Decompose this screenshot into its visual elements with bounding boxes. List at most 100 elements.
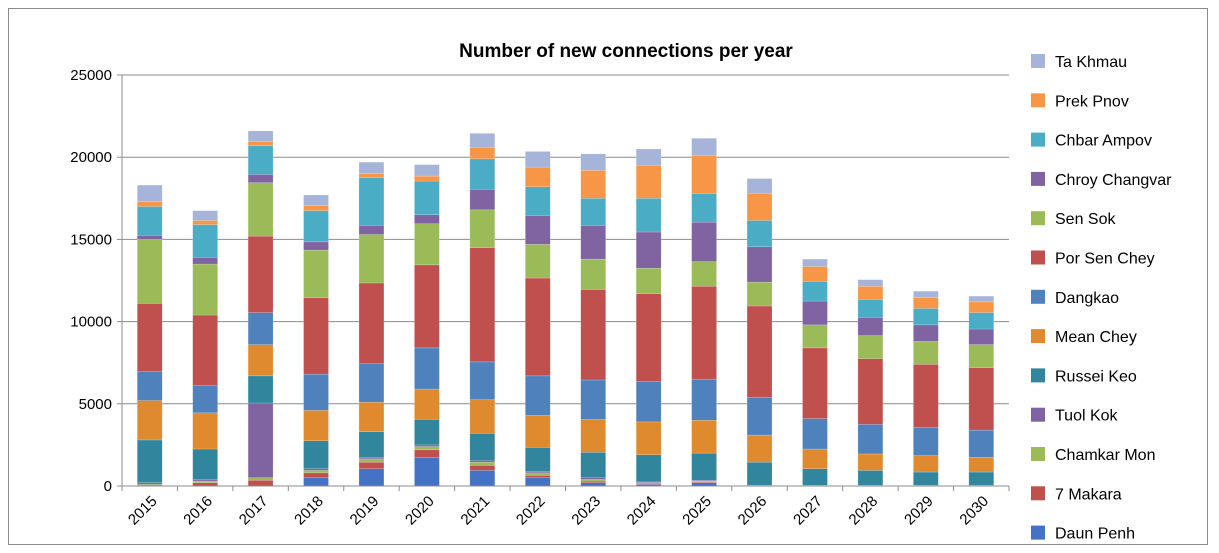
bar-segment [247, 235, 274, 313]
bar-segment [802, 266, 828, 282]
bar-segment [303, 440, 329, 469]
bar-segment [525, 475, 551, 479]
bar-segment [358, 363, 385, 403]
bar-segment [192, 210, 218, 221]
bar-segment [746, 434, 773, 463]
bar-segment [857, 317, 884, 336]
bar-segment [358, 468, 385, 487]
bar-segment [358, 431, 385, 458]
bar-segment [635, 198, 662, 233]
bar-segment [358, 177, 385, 226]
bar-segment [303, 373, 329, 411]
bar-segment [580, 198, 606, 226]
bar-segment [247, 402, 274, 479]
bar-segment [580, 153, 606, 171]
bar-segment [580, 225, 606, 260]
bar-segment [414, 175, 440, 182]
bar-segment [635, 381, 662, 423]
bar-segment [192, 257, 218, 265]
bar-segment [913, 364, 939, 428]
bar-segment [635, 293, 662, 382]
bar-segment [691, 138, 717, 156]
y-tick-label: 5000 [79, 396, 112, 413]
bar-segment [525, 186, 551, 216]
bar-segment [635, 454, 662, 483]
bar-segment [247, 479, 274, 487]
chart-frame: Number of new connections per year 0 5000… [8, 8, 1208, 545]
bar-segment [857, 424, 884, 455]
bar-segment [358, 282, 385, 364]
x-tick-label: 2025 [679, 493, 715, 529]
bar-segment [857, 299, 884, 318]
bar-segment [358, 225, 385, 235]
x-tick-label: 2026 [735, 493, 771, 529]
bar-segment [192, 220, 218, 225]
legend-swatch [1031, 171, 1045, 186]
legend-swatch [1031, 447, 1045, 461]
bar-segment [469, 361, 496, 400]
legend-swatch [1031, 486, 1045, 501]
bar-segment [525, 166, 551, 188]
bar-segment [857, 286, 884, 300]
x-tick-label: 2019 [347, 493, 383, 529]
legend-swatch [1031, 211, 1045, 226]
bar-segment [469, 247, 496, 363]
bar-segment [358, 173, 385, 178]
bar-segment [358, 234, 385, 284]
bar-segment [247, 375, 274, 404]
bar-segment [525, 447, 551, 472]
bar-segment [913, 297, 939, 309]
bar-segment [691, 452, 717, 481]
bar-segment [414, 388, 440, 420]
bar-segment [525, 375, 551, 416]
bar-segment [469, 209, 496, 248]
bar-segment [913, 341, 939, 365]
bar-segment [303, 210, 329, 243]
x-tick-label: 2015 [125, 493, 161, 529]
bar-segment [469, 158, 496, 190]
bar-segment [968, 429, 995, 458]
bar-segment [802, 281, 828, 302]
bar-segment [192, 385, 218, 414]
bar-segment [414, 347, 440, 390]
bar-segment [525, 244, 551, 279]
bar-segment [247, 141, 274, 146]
y-tick-label: 10000 [70, 314, 112, 331]
bar-segment [691, 193, 717, 223]
bar-segment [968, 301, 995, 313]
bar-segment [303, 297, 329, 375]
bar-segment [691, 286, 717, 380]
x-tick-label: 2029 [901, 493, 937, 529]
bar-segment [857, 358, 884, 425]
bar-segment [358, 456, 385, 460]
legend-label: Tuol Kok [1055, 408, 1119, 425]
bar-segment [469, 189, 496, 211]
x-tick-label: 2030 [956, 493, 992, 529]
bar-segment [802, 448, 828, 469]
legend-swatch [1031, 329, 1045, 344]
bar-segment [802, 468, 828, 486]
chart-title: Number of new connections per year [459, 41, 793, 62]
bar-segment [247, 312, 274, 345]
bar-segment [525, 477, 551, 487]
bar-segment [857, 453, 884, 471]
bar-segment [968, 295, 995, 303]
bar-segment [857, 279, 884, 287]
bar-segment [303, 410, 329, 442]
bar-segment [303, 194, 329, 206]
bar-segment [635, 231, 662, 269]
bars [136, 130, 995, 487]
bar-segment [136, 184, 163, 202]
bar-segment [414, 223, 440, 266]
x-tick-label: 2021 [458, 493, 494, 529]
bar-segment [525, 277, 551, 377]
bar-segment [414, 456, 440, 487]
legend-label: Daun Penh [1055, 526, 1135, 543]
bar-segment [802, 324, 828, 349]
bar-segment [192, 224, 218, 258]
bar-segment [136, 439, 163, 483]
bar-segment [192, 314, 218, 386]
bar-segment [469, 461, 496, 466]
bar-segment [968, 312, 995, 330]
legend-label: Russei Keo [1055, 368, 1137, 385]
